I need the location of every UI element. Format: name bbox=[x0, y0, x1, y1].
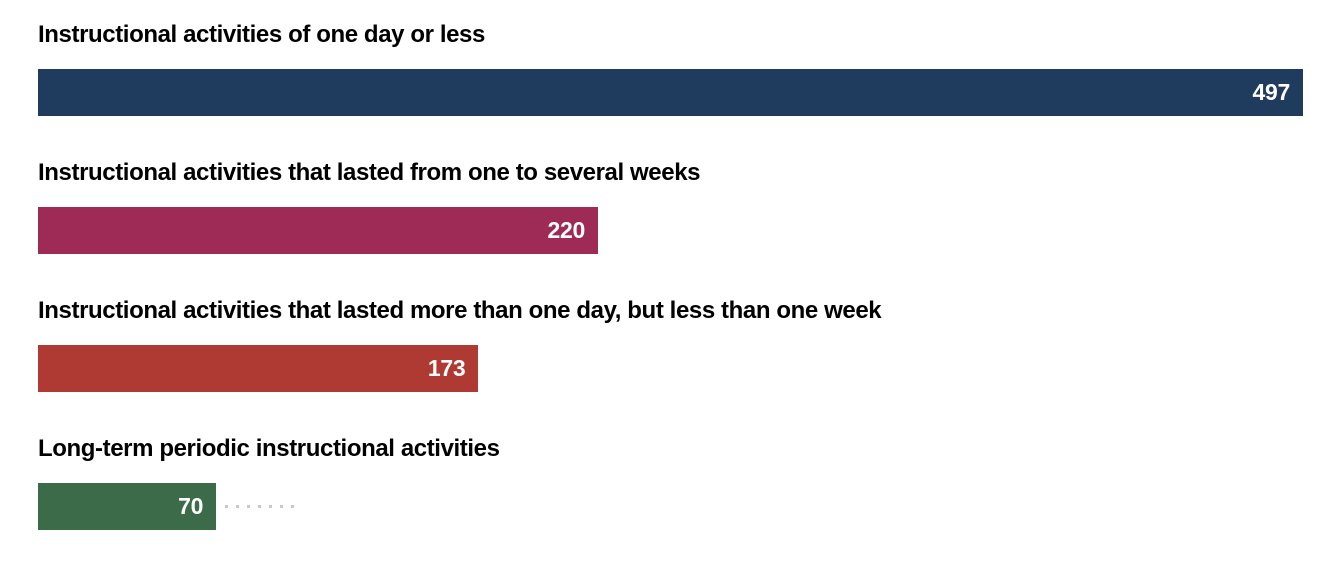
bar-value-label: 173 bbox=[427, 355, 466, 381]
bar-row: Instructional activities that lasted mor… bbox=[38, 296, 1303, 392]
dotted-leader-line bbox=[225, 505, 302, 508]
bar-row: Instructional activities of one day or l… bbox=[38, 20, 1303, 116]
bar-track: 220 bbox=[38, 207, 1303, 254]
bar-row: Long-term periodic instructional activit… bbox=[38, 434, 1303, 530]
bar-category-label: Instructional activities of one day or l… bbox=[38, 21, 485, 48]
bar: 173 bbox=[38, 345, 479, 392]
bar-track: 173 bbox=[38, 345, 1303, 392]
bar: 70 bbox=[38, 483, 217, 530]
bar-track: 70 bbox=[38, 483, 1303, 530]
bar-category-label: Instructional activities that lasted mor… bbox=[38, 297, 882, 324]
bar-category-label: Instructional activities that lasted fro… bbox=[38, 159, 701, 186]
bar: 220 bbox=[38, 207, 598, 254]
bar-row: Instructional activities that lasted fro… bbox=[38, 158, 1303, 254]
bar-value-label: 220 bbox=[547, 217, 585, 243]
bar-value-label: 497 bbox=[1252, 79, 1291, 105]
bar-value-label: 70 bbox=[178, 493, 204, 519]
bar-category-label: Long-term periodic instructional activit… bbox=[38, 435, 500, 462]
bar-track: 497 bbox=[38, 69, 1303, 116]
bar: 497 bbox=[38, 69, 1303, 116]
bar-chart: Instructional activities of one day or l… bbox=[38, 20, 1303, 530]
